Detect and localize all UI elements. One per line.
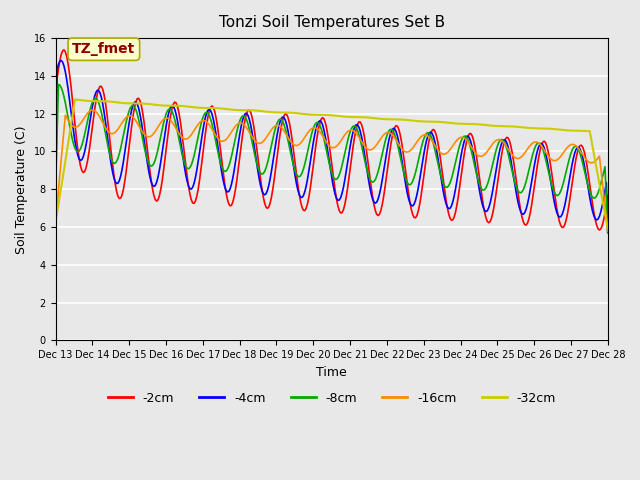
Line: -8cm: -8cm [56, 84, 608, 233]
Line: -32cm: -32cm [56, 99, 608, 228]
-2cm [52, 209, 60, 215]
-32cm [401, 117, 408, 122]
Line: -16cm: -16cm [56, 110, 608, 231]
-16cm [454, 136, 462, 142]
-2cm [233, 177, 241, 182]
-16cm [272, 123, 280, 129]
-32cm [52, 218, 60, 224]
-8cm [120, 132, 127, 138]
-4cm [401, 173, 408, 179]
-2cm [120, 186, 127, 192]
Title: Tonzi Soil Temperatures Set B: Tonzi Soil Temperatures Set B [219, 15, 445, 30]
-16cm [233, 122, 241, 128]
-16cm [120, 118, 127, 124]
-16cm [89, 107, 97, 113]
-4cm [272, 141, 280, 146]
-2cm [452, 209, 460, 215]
-8cm [52, 184, 60, 190]
Text: TZ_fmet: TZ_fmet [72, 42, 136, 56]
-8cm [604, 230, 612, 236]
-2cm [454, 193, 462, 199]
Y-axis label: Soil Temperature (C): Soil Temperature (C) [15, 125, 28, 253]
-4cm [58, 58, 65, 63]
-8cm [272, 124, 280, 130]
-8cm [454, 147, 462, 153]
-32cm [604, 225, 612, 231]
-16cm [604, 228, 612, 234]
X-axis label: Time: Time [316, 366, 347, 379]
-16cm [452, 139, 460, 144]
Line: -4cm: -4cm [56, 60, 608, 232]
-8cm [401, 172, 408, 178]
-2cm [604, 192, 612, 198]
-32cm [272, 109, 280, 115]
-2cm [596, 227, 604, 233]
-8cm [233, 128, 241, 134]
-4cm [454, 169, 462, 175]
-4cm [233, 150, 241, 156]
-32cm [454, 121, 462, 127]
-32cm [233, 107, 241, 113]
-32cm [120, 100, 127, 106]
-16cm [52, 219, 60, 225]
Line: -2cm: -2cm [56, 50, 608, 230]
Legend: -2cm, -4cm, -8cm, -16cm, -32cm: -2cm, -4cm, -8cm, -16cm, -32cm [102, 387, 561, 410]
-4cm [52, 159, 60, 165]
-2cm [272, 165, 280, 171]
-4cm [120, 158, 127, 164]
-4cm [452, 186, 460, 192]
-32cm [71, 96, 79, 102]
-2cm [401, 158, 408, 164]
-8cm [452, 159, 460, 165]
-2cm [60, 47, 68, 53]
-32cm [452, 120, 460, 126]
-8cm [54, 82, 62, 87]
-16cm [401, 148, 408, 154]
-4cm [604, 229, 612, 235]
